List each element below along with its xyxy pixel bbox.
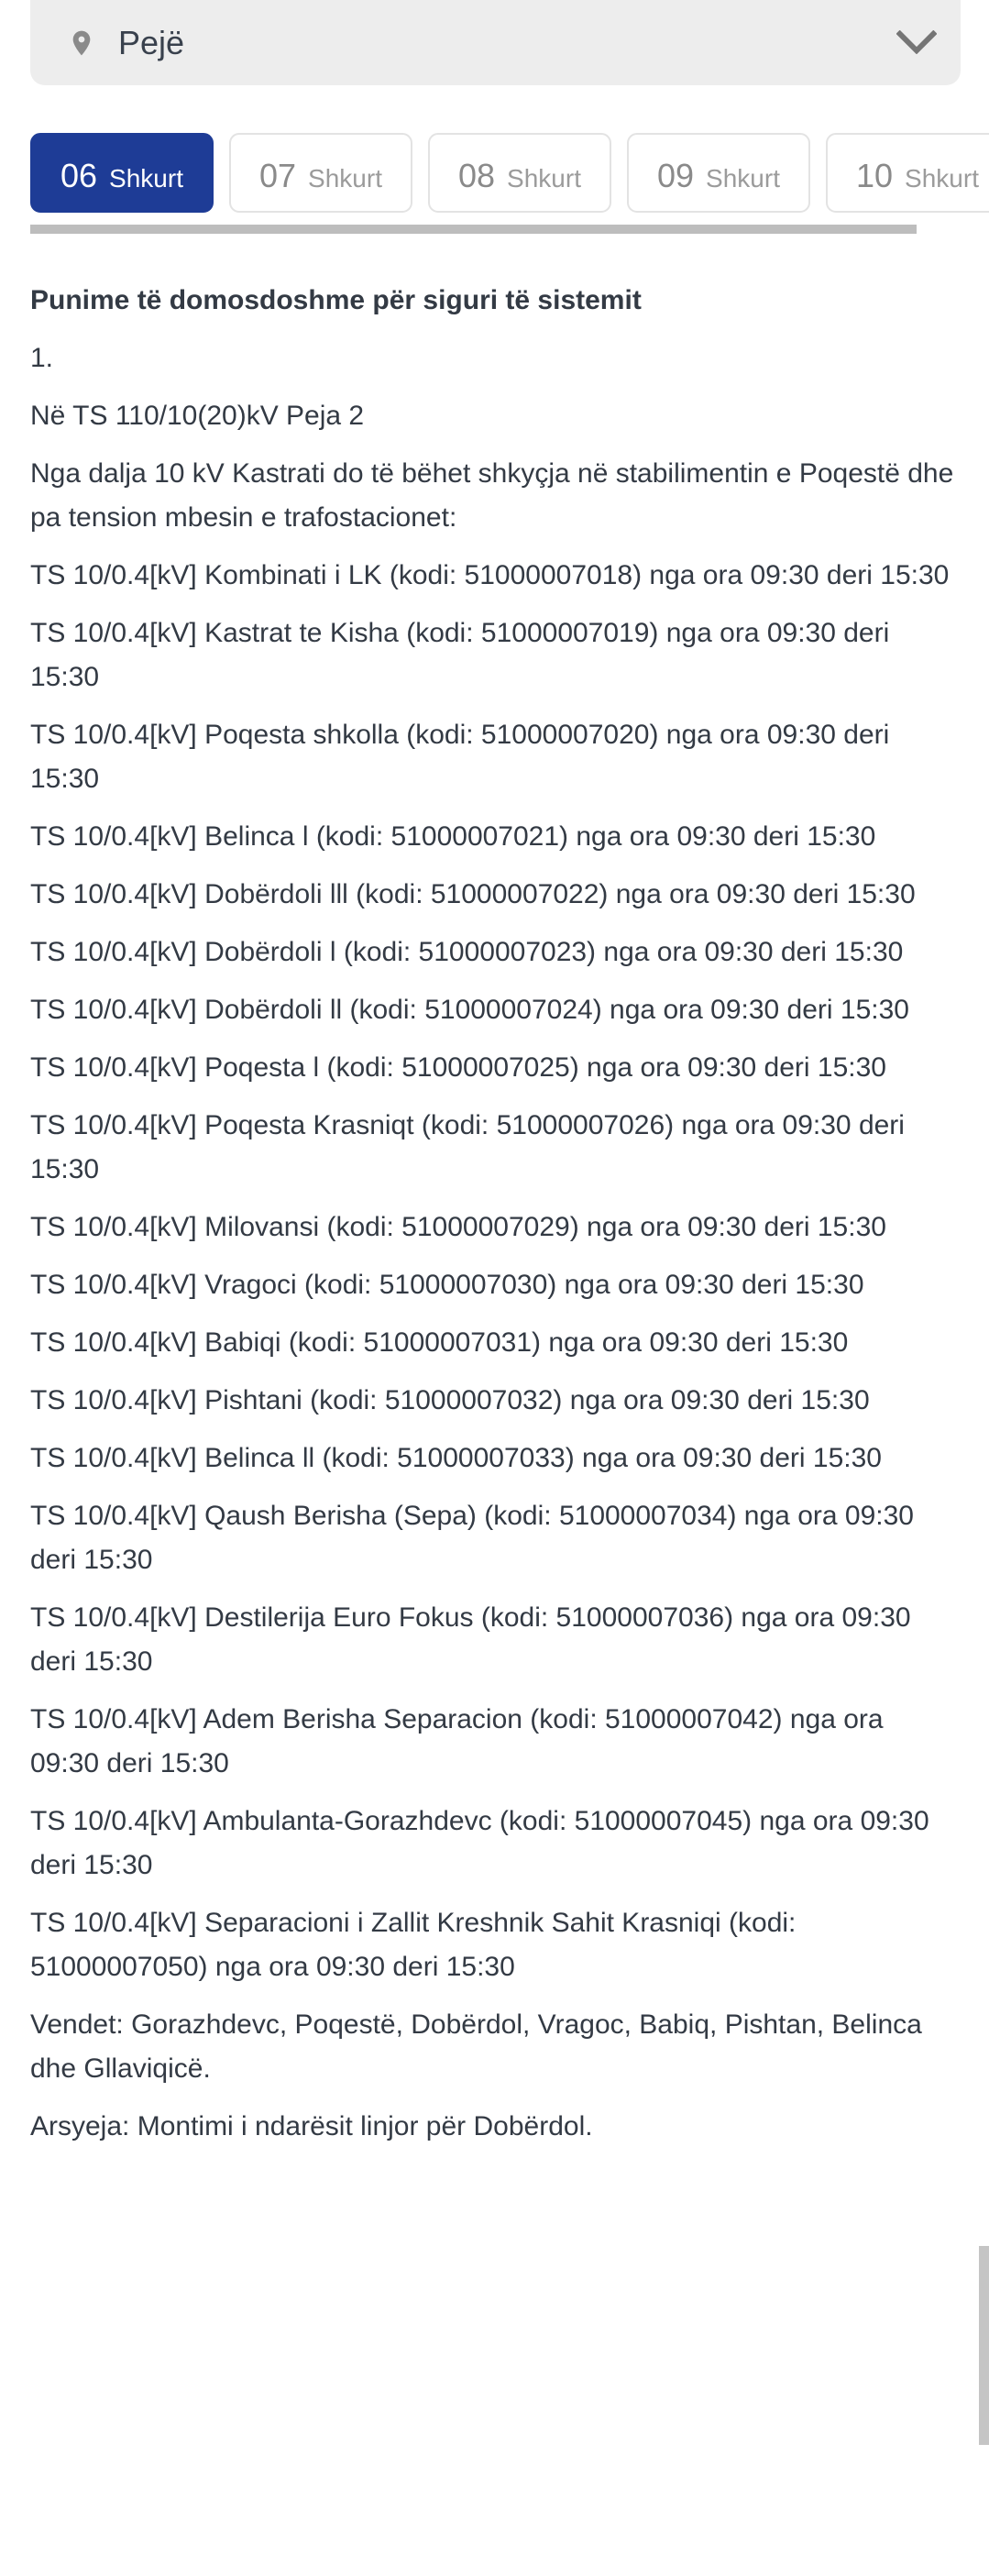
date-tab-10-shkurt[interactable]: 10 Shkurt [826, 133, 989, 213]
outage-paragraph: TS 10/0.4[kV] Belinca ll (kodi: 51000007… [30, 1443, 882, 1473]
tab-day: 08 [458, 157, 496, 194]
outage-paragraph: TS 10/0.4[kV] Poqesta Krasniqt (kodi: 51… [30, 1110, 905, 1184]
outage-heading: Punime të domosdoshme për siguri të sist… [30, 285, 642, 315]
tabs-horizontal-scrollbar[interactable] [30, 225, 917, 234]
outage-paragraph: TS 10/0.4[kV] Ambulanta-Gorazhdevc (kodi… [30, 1806, 929, 1880]
tab-month: Shkurt [706, 164, 780, 193]
tab-month: Shkurt [109, 164, 183, 193]
date-tab-07-shkurt[interactable]: 07 Shkurt [229, 133, 412, 213]
outage-paragraph: TS 10/0.4[kV] Poqesta shkolla (kodi: 510… [30, 720, 890, 794]
outage-paragraph: Në TS 110/10(20)kV Peja 2 [30, 401, 365, 431]
outage-text: Punime të domosdoshme për siguri të sist… [0, 234, 989, 2163]
outage-paragraph: Nga dalja 10 kV Kastrati do të bëhet shk… [30, 458, 954, 533]
tab-day: 07 [259, 157, 297, 194]
date-tab-08-shkurt[interactable]: 08 Shkurt [428, 133, 611, 213]
outage-paragraph: TS 10/0.4[kV] Kastrat te Kisha (kodi: 51… [30, 618, 890, 692]
vertical-scrollbar-thumb[interactable] [979, 2246, 989, 2445]
outage-paragraph: TS 10/0.4[kV] Kombinati i LK (kodi: 5100… [30, 560, 950, 590]
date-tab-06-shkurt[interactable]: 06 Shkurt [30, 133, 214, 213]
outage-paragraph: Vendet: Gorazhdevc, Poqestë, Dobërdol, V… [30, 2009, 922, 2084]
tab-day: 06 [60, 157, 98, 194]
location-label: Pejë [118, 23, 185, 61]
tab-day: 09 [657, 157, 695, 194]
outage-paragraph: TS 10/0.4[kV] Babiqi (kodi: 51000007031)… [30, 1327, 849, 1358]
outage-paragraph: TS 10/0.4[kV] Milovansi (kodi: 510000070… [30, 1212, 886, 1242]
outage-paragraph: TS 10/0.4[kV] Separacioni i Zallit Kresh… [30, 1908, 797, 1982]
outage-paragraph: TS 10/0.4[kV] Qaush Berisha (Sepa) (kodi… [30, 1501, 914, 1575]
outage-paragraph: Arsyeja: Montimi i ndarësit linjor për D… [30, 2111, 593, 2141]
outage-paragraph: TS 10/0.4[kV] Adem Berisha Separacion (k… [30, 1704, 884, 1778]
outage-paragraph: TS 10/0.4[kV] Dobërdoli lll (kodi: 51000… [30, 879, 916, 909]
tab-month: Shkurt [308, 164, 382, 193]
date-tabs: 06 Shkurt 07 Shkurt 08 Shkurt 09 Shkurt 10 Shkurt [30, 133, 989, 213]
outage-paragraph: TS 10/0.4[kV] Poqesta l (kodi: 510000070… [30, 1052, 886, 1083]
outage-paragraph: TS 10/0.4[kV] Vragoci (kodi: 51000007030… [30, 1270, 864, 1300]
location-selector[interactable]: Pejë [30, 0, 961, 85]
outage-paragraph: TS 10/0.4[kV] Belinca l (kodi: 510000070… [30, 821, 876, 852]
tab-day: 10 [856, 157, 894, 194]
tab-month: Shkurt [905, 164, 979, 193]
outage-paragraph: TS 10/0.4[kV] Dobërdoli l (kodi: 5100000… [30, 937, 904, 967]
chevron-down-icon [896, 29, 937, 54]
outage-paragraph: TS 10/0.4[kV] Pishtani (kodi: 5100000703… [30, 1385, 870, 1415]
outage-paragraph: TS 10/0.4[kV] Dobërdoli ll (kodi: 510000… [30, 995, 909, 1025]
outage-paragraph: TS 10/0.4[kV] Destilerija Euro Fokus (ko… [30, 1602, 911, 1677]
map-pin-icon [72, 30, 91, 55]
date-tab-09-shkurt[interactable]: 09 Shkurt [627, 133, 810, 213]
tab-month: Shkurt [507, 164, 581, 193]
outage-paragraph: 1. [30, 343, 54, 373]
